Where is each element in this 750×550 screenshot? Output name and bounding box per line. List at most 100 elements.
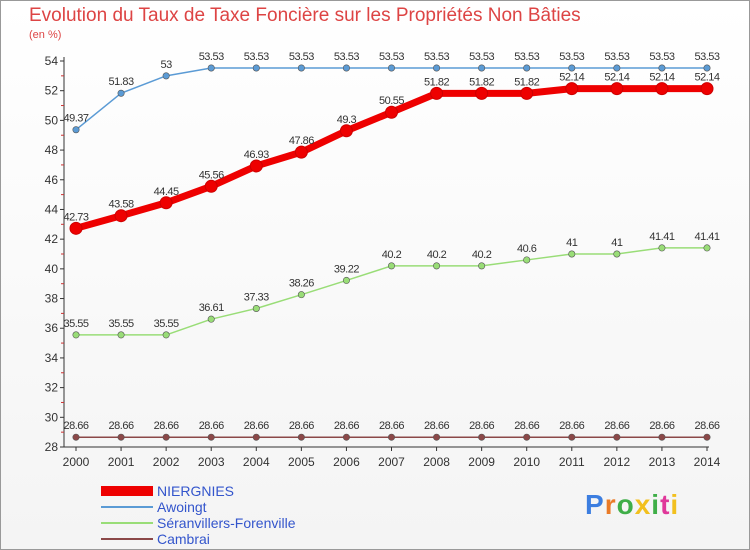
logo-letter: P xyxy=(585,489,605,520)
data-point xyxy=(655,82,669,96)
legend-label: Awoingt xyxy=(157,499,207,515)
data-label: 53.53 xyxy=(334,51,359,63)
data-label: 53.53 xyxy=(199,51,224,63)
data-label: 53 xyxy=(161,59,173,71)
data-label: 28.66 xyxy=(379,420,404,432)
data-label: 51.83 xyxy=(109,76,134,88)
data-label: 53.53 xyxy=(289,51,314,63)
legend-swatch xyxy=(101,486,153,496)
data-point xyxy=(387,64,395,72)
data-label: 28.66 xyxy=(469,420,494,432)
x-tick-label: 2007 xyxy=(378,455,405,469)
data-label: 53.53 xyxy=(514,51,539,63)
data-point xyxy=(658,433,666,441)
data-point xyxy=(252,304,260,312)
data-label: 52.14 xyxy=(604,72,629,84)
data-label: 53.53 xyxy=(379,51,404,63)
data-label: 28.66 xyxy=(199,420,224,432)
data-label: 28.66 xyxy=(424,420,449,432)
data-point xyxy=(339,124,353,138)
y-tick-label: 30 xyxy=(45,410,59,424)
data-label: 28.66 xyxy=(244,420,269,432)
data-label: 41.41 xyxy=(649,231,674,243)
data-point xyxy=(159,196,173,210)
data-point xyxy=(72,331,80,339)
x-tick-label: 2003 xyxy=(198,455,225,469)
data-point xyxy=(342,276,350,284)
data-point xyxy=(387,433,395,441)
data-point xyxy=(478,64,486,72)
data-label: 35.55 xyxy=(154,318,179,330)
logo-letter: x xyxy=(634,489,652,520)
data-point xyxy=(162,331,170,339)
data-label: 53.53 xyxy=(469,51,494,63)
data-point xyxy=(610,82,624,96)
data-point xyxy=(523,433,531,441)
data-label: 46.93 xyxy=(244,149,269,161)
data-point xyxy=(565,82,579,96)
data-point xyxy=(342,64,350,72)
y-tick-label: 38 xyxy=(45,292,59,306)
data-label: 41 xyxy=(566,237,578,249)
x-tick-label: 2000 xyxy=(63,455,90,469)
data-label: 53.53 xyxy=(649,51,674,63)
data-label: 28.66 xyxy=(63,420,88,432)
data-label: 40.6 xyxy=(517,243,537,255)
y-tick-label: 34 xyxy=(45,351,59,365)
data-label: 53.53 xyxy=(244,51,269,63)
x-tick-label: 2005 xyxy=(288,455,315,469)
data-point xyxy=(297,64,305,72)
data-point xyxy=(700,82,714,96)
data-label: 51.82 xyxy=(514,76,539,88)
y-tick-label: 48 xyxy=(45,143,59,157)
data-point xyxy=(72,126,80,134)
x-tick-label: 2012 xyxy=(604,455,631,469)
data-point xyxy=(433,433,441,441)
data-label: 52.14 xyxy=(649,72,674,84)
data-point xyxy=(117,433,125,441)
y-tick-label: 54 xyxy=(45,54,59,68)
data-label: 28.66 xyxy=(604,420,629,432)
data-label: 40.2 xyxy=(427,249,447,261)
logo-letter: o xyxy=(616,489,635,520)
data-label: 43.58 xyxy=(109,199,134,211)
data-label: 53.53 xyxy=(424,51,449,63)
legend-item: NIERGNIES xyxy=(101,483,361,499)
data-label: 53.53 xyxy=(604,51,629,63)
data-point xyxy=(433,64,441,72)
data-point xyxy=(475,86,489,100)
data-point xyxy=(72,433,80,441)
data-point xyxy=(207,315,215,323)
data-point xyxy=(117,89,125,97)
y-tick-label: 50 xyxy=(45,113,59,127)
proxiti-logo: Proxiti xyxy=(585,489,679,521)
data-point xyxy=(207,64,215,72)
logo-letter: i xyxy=(670,489,680,520)
data-label: 40.2 xyxy=(382,249,402,261)
y-tick-label: 40 xyxy=(45,262,59,276)
x-tick-label: 2011 xyxy=(559,455,585,469)
data-label: 28.66 xyxy=(154,420,179,432)
data-label: 41.41 xyxy=(694,231,719,243)
data-point xyxy=(613,250,621,258)
x-tick-label: 2004 xyxy=(243,455,270,469)
data-point xyxy=(568,250,576,258)
legend-swatch xyxy=(101,506,153,508)
data-point xyxy=(297,433,305,441)
data-label: 28.66 xyxy=(559,420,584,432)
data-point xyxy=(568,433,576,441)
data-label: 51.82 xyxy=(469,76,494,88)
data-label: 40.2 xyxy=(472,249,492,261)
x-tick-label: 2001 xyxy=(108,455,135,469)
data-label: 28.66 xyxy=(334,420,359,432)
data-label: 53.53 xyxy=(694,51,719,63)
data-label: 28.66 xyxy=(109,420,134,432)
data-point xyxy=(568,64,576,72)
chart-title: Evolution du Taux de Taxe Foncière sur l… xyxy=(29,5,581,26)
data-label: 28.66 xyxy=(694,420,719,432)
legend-item: Cambrai xyxy=(101,531,361,547)
legend-item: Séranvillers-Forenville xyxy=(101,515,361,531)
data-point xyxy=(613,433,621,441)
data-point xyxy=(703,64,711,72)
